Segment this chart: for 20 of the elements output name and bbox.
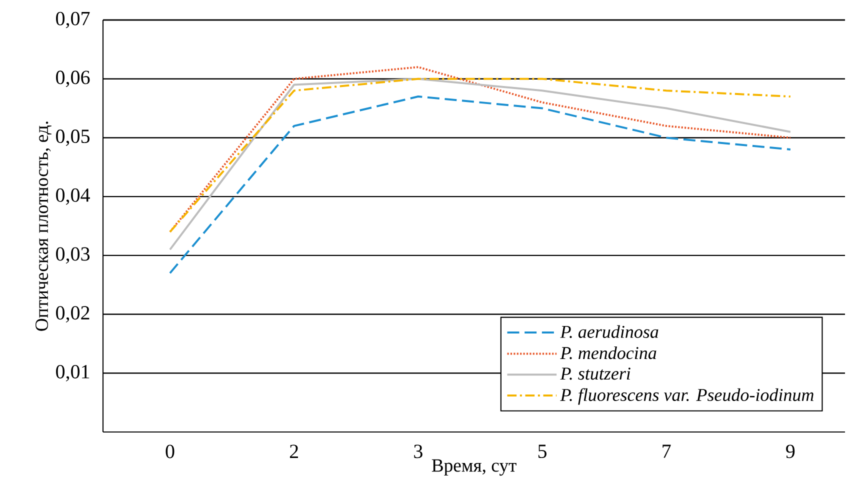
- legend-label: P. aerudinosa: [560, 325, 658, 338]
- y-tick-label: 0,06: [56, 70, 90, 88]
- x-axis-title: Время, сут: [432, 459, 516, 476]
- y-tick-label: 0,03: [56, 247, 90, 264]
- legend-label: P. fluorescens var. Pseudo-iodinum: [560, 388, 814, 405]
- x-tick-label: 5: [538, 444, 546, 458]
- x-tick-label: 2: [290, 444, 298, 458]
- x-tick-label: 9: [786, 444, 795, 458]
- legend-label: P. mendocina: [560, 346, 656, 360]
- legend-label: P. stutzeri: [560, 368, 630, 380]
- x-tick-label: 3: [414, 444, 422, 458]
- y-axis-title: Оптическая плотность, ед.: [36, 122, 52, 331]
- y-tick-label: 0,05: [56, 130, 90, 146]
- line-series: [169, 96, 792, 274]
- x-tick-label: 0: [166, 444, 174, 458]
- x-tick-label: 7: [662, 444, 671, 458]
- y-tick-label: 0,01: [56, 364, 90, 382]
- y-tick-label: 0,04: [56, 188, 90, 205]
- y-tick-label: 0,02: [56, 306, 90, 322]
- y-tick-label: 0,07: [56, 12, 90, 28]
